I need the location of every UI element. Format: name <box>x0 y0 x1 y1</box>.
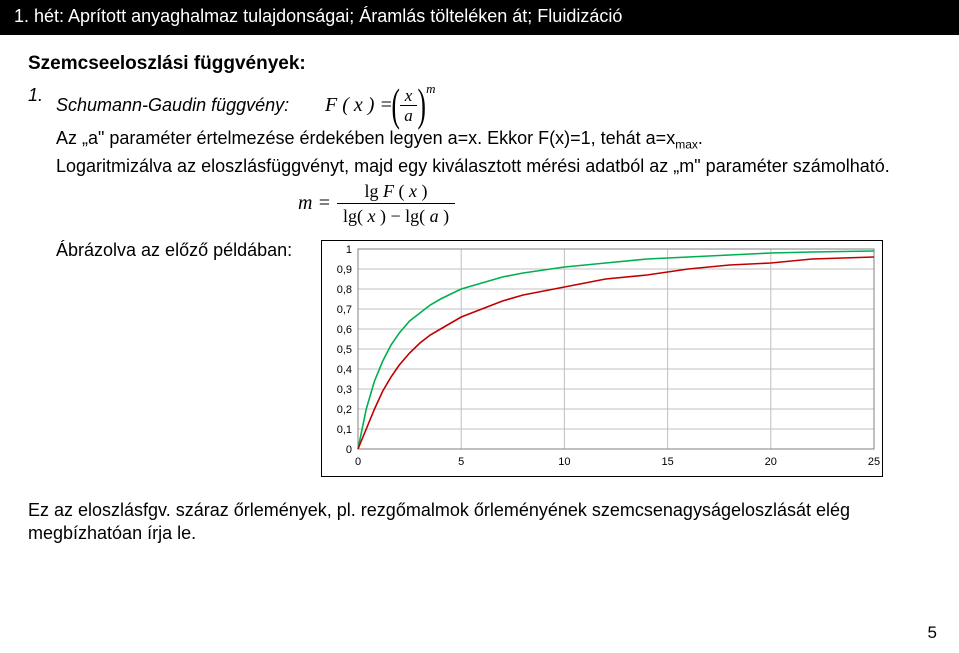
svg-text:20: 20 <box>765 456 777 468</box>
footer-text: Ez az eloszlásfgv. száraz őrlemények, pl… <box>28 499 931 544</box>
svg-text:0: 0 <box>346 444 352 456</box>
right-paren-icon: ) <box>417 85 425 125</box>
header-title: 1. hét: Aprított anyaghalmaz tulajdonság… <box>14 6 622 26</box>
example-row: Ábrázolva az előző példában: 0 0,1 0,2 0,3 0… <box>56 240 931 477</box>
formula-m-num: lg F ( x ) <box>359 181 434 203</box>
page-number: 5 <box>928 623 937 643</box>
item-number: 1. <box>28 85 56 106</box>
paragraph-1: Az „a" paraméter értelmezése érdekében l… <box>56 127 931 153</box>
frac-num: x <box>401 87 417 105</box>
svg-text:0,6: 0,6 <box>337 324 352 336</box>
formula-m-fraction: lg F ( x ) lg( x ) − lg( a ) <box>337 181 455 226</box>
formula-m-lhs: m = <box>298 192 331 215</box>
svg-text:1: 1 <box>346 244 352 256</box>
svg-text:0,5: 0,5 <box>337 344 352 356</box>
formula-fx-lhs: F ( x ) = <box>325 94 393 117</box>
chart-box: 00,10,20,30,40,50,60,70,80,910510152025 <box>321 240 883 477</box>
svg-text:0,3: 0,3 <box>337 384 352 396</box>
function-item: 1. Schumann-Gaudin függvény: F ( x ) = (… <box>28 85 931 477</box>
svg-text:0,9: 0,9 <box>337 264 352 276</box>
para1-a: Az „a" paraméter értelmezése érdekében l… <box>56 128 675 148</box>
svg-text:15: 15 <box>661 456 673 468</box>
svg-text:5: 5 <box>458 456 464 468</box>
section-title: Szemcseeloszlási függvények: <box>28 53 931 75</box>
formula-fx: F ( x ) = ( x a ) m <box>325 85 435 125</box>
curve-2 <box>358 257 874 449</box>
svg-text:0,4: 0,4 <box>337 364 352 376</box>
example-label: Ábrázolva az előző példában: <box>56 240 321 477</box>
header-bar: 1. hét: Aprított anyaghalmaz tulajdonság… <box>0 0 959 35</box>
svg-text:0,8: 0,8 <box>337 284 352 296</box>
formula-m-den: lg( x ) − lg( a ) <box>337 203 455 226</box>
content-area: Szemcseeloszlási függvények: 1. Schumann… <box>0 35 959 544</box>
formula-m-wrap: m = lg F ( x ) lg( x ) − lg( a ) <box>56 181 931 226</box>
para1-sub: max <box>675 138 698 152</box>
frac-den: a <box>400 105 417 124</box>
svg-text:0,1: 0,1 <box>337 424 352 436</box>
formula-m: m = lg F ( x ) lg( x ) − lg( a ) <box>298 181 455 226</box>
svg-text:0: 0 <box>355 456 361 468</box>
svg-text:10: 10 <box>558 456 570 468</box>
function-name-line: Schumann-Gaudin függvény: F ( x ) = ( x … <box>56 85 931 125</box>
formula-fx-fraction: x a <box>400 87 417 124</box>
paragraph-2: Logaritmizálva az eloszlásfüggvényt, maj… <box>56 155 931 178</box>
chart-svg: 00,10,20,30,40,50,60,70,80,910510152025 <box>322 241 882 476</box>
curve-1 <box>358 251 874 449</box>
svg-text:0,2: 0,2 <box>337 404 352 416</box>
para1-b: . <box>698 128 703 148</box>
formula-fx-exp: m <box>426 81 435 97</box>
svg-text:0,7: 0,7 <box>337 304 352 316</box>
item-body: Schumann-Gaudin függvény: F ( x ) = ( x … <box>56 85 931 477</box>
function-name: Schumann-Gaudin függvény: <box>56 95 321 116</box>
svg-text:25: 25 <box>868 456 880 468</box>
left-paren-icon: ( <box>391 85 399 125</box>
